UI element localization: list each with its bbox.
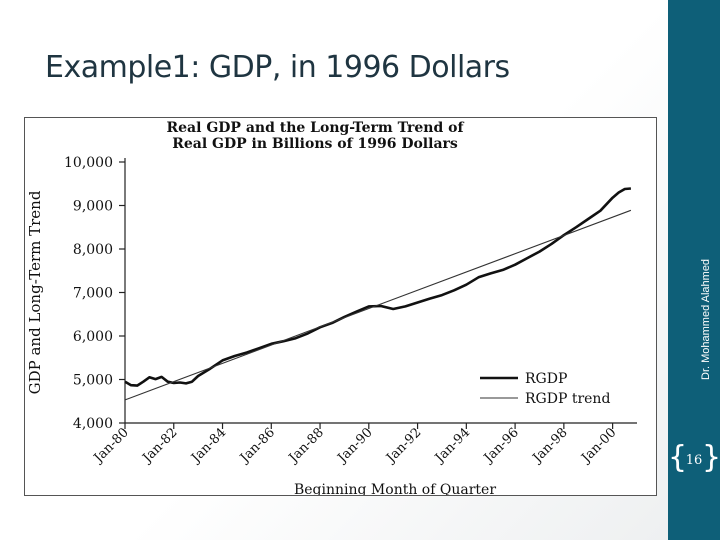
legend-label: RGDP trend — [525, 391, 610, 407]
slide-title: Example1: GDP, in 1996 Dollars — [45, 50, 510, 85]
series-line-rgdp-trend — [124, 209, 632, 401]
left-brace-icon: { — [668, 440, 688, 475]
y-tick-label: 8,000 — [73, 242, 113, 258]
x-tick-label: Jan-96 — [480, 425, 522, 467]
chart-title-line: Real GDP and the Long-Term Trend of — [167, 120, 465, 136]
x-tick-label: Jan-00 — [578, 425, 620, 467]
x-tick-label: Jan-88 — [285, 425, 327, 467]
gdp-chart: Real GDP and the Long-Term Trend ofReal … — [26, 120, 637, 498]
x-tick-label: Jan-84 — [187, 425, 229, 467]
legend-label: RGDP — [525, 371, 567, 387]
y-tick-label: 9,000 — [73, 199, 113, 215]
chart-title-line: Real GDP in Billions of 1996 Dollars — [172, 136, 458, 152]
series-line-rgdp — [124, 187, 632, 387]
y-tick-label: 7,000 — [73, 286, 113, 302]
chart-frame: Real GDP and the Long-Term Trend of Real … — [24, 117, 657, 498]
page-number: 16 — [685, 452, 703, 468]
y-tick-label: 4,000 — [73, 416, 113, 432]
x-tick-label: Jan-82 — [139, 425, 181, 467]
y-axis-label: GDP and Long-Term Trend — [26, 190, 44, 394]
right-brace-icon: } — [702, 440, 720, 475]
x-tick-label: Jan-98 — [529, 425, 571, 467]
y-tick-label: 6,000 — [73, 329, 113, 345]
right-sidebar — [668, 0, 720, 540]
x-tick-label: Jan-86 — [236, 425, 278, 467]
x-tick-label: Jan-94 — [431, 425, 473, 467]
x-tick-label: Jan-90 — [334, 425, 376, 467]
author-label: Dr. Mohammed Alahmed — [700, 258, 712, 380]
x-tick-label: Jan-92 — [382, 425, 424, 467]
y-tick-label: 5,000 — [73, 373, 113, 389]
y-tick-label: 10,000 — [64, 155, 113, 171]
x-axis-label: Beginning Month of Quarter — [294, 482, 496, 495]
